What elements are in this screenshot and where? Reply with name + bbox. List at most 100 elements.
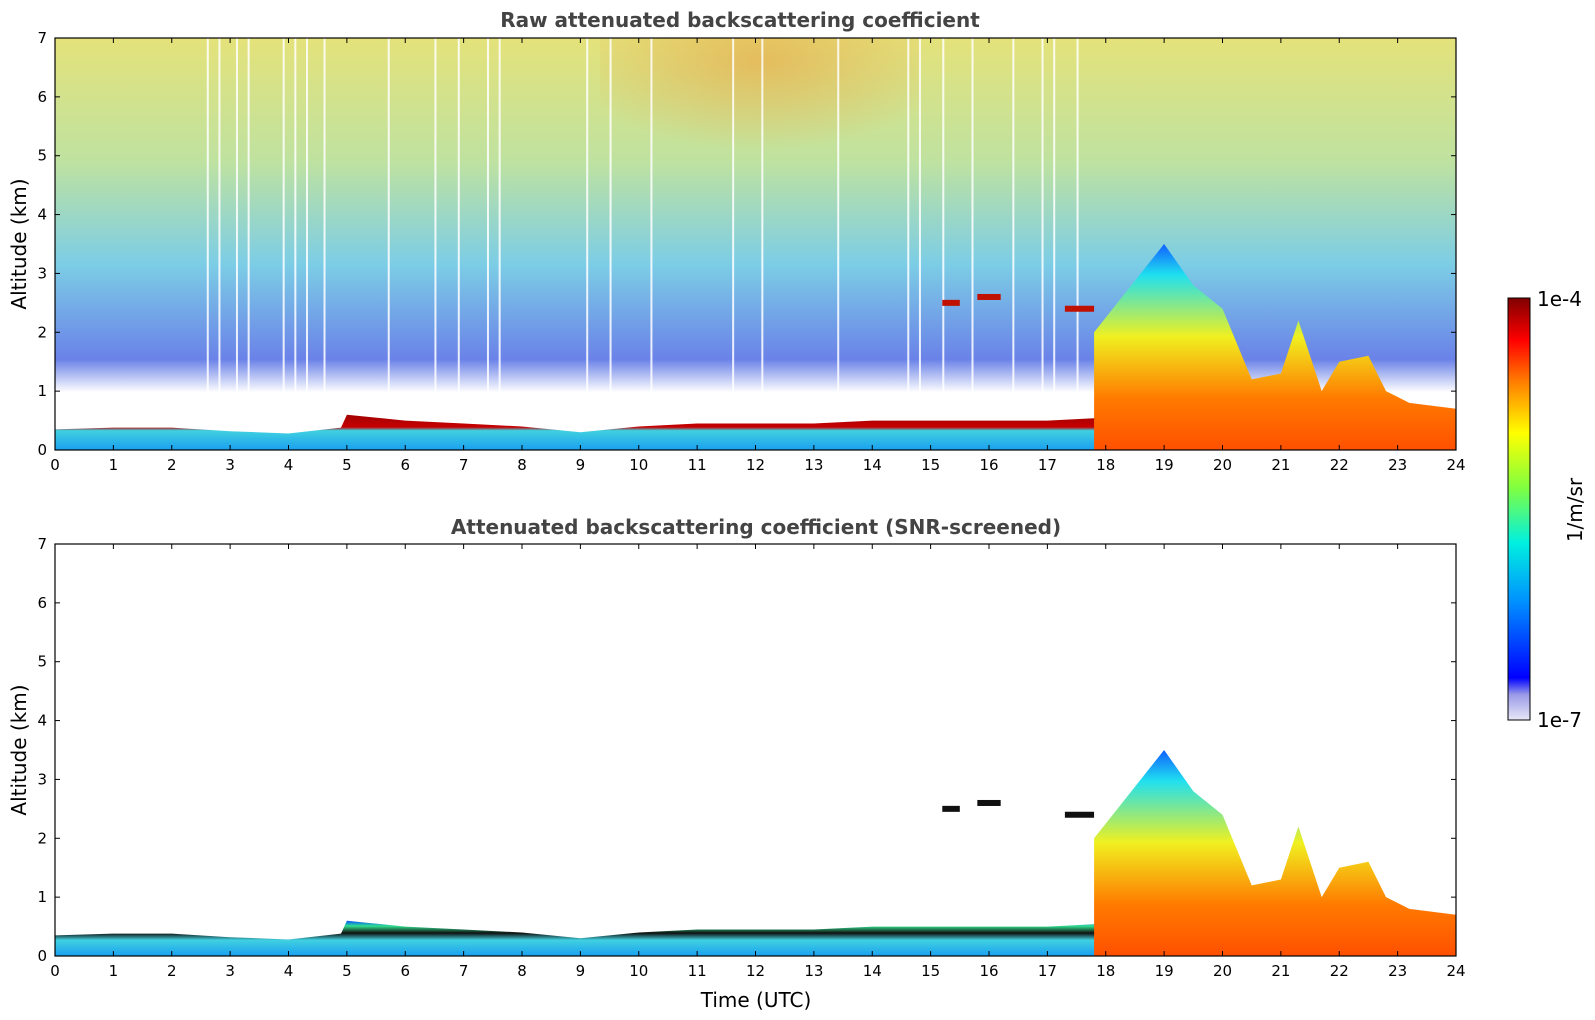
x-tick-label: 3 [225,962,235,980]
raw-backscatter-panel: Raw attenuated backscattering coefficien… [7,8,1466,474]
missing-data-stripes [206,38,1079,425]
missing-data-stripe [586,38,589,425]
aerosol-feature [1064,305,1095,312]
missing-data-stripe [942,38,945,425]
cloud-layer [1094,750,1456,956]
x-tick-label: 21 [1271,962,1290,980]
x-tick-label: 4 [284,456,294,474]
x-tick-label: 7 [459,456,469,474]
x-tick-label: 23 [1388,962,1407,980]
x-tick-label: 21 [1271,456,1290,474]
y-tick-label: 1 [37,888,47,906]
aerosol-features [942,293,1095,312]
x-tick-label: 9 [576,962,586,980]
y-tick-label: 4 [37,206,47,224]
x-tick-label: 15 [921,456,940,474]
x-tick-label: 22 [1330,962,1349,980]
y-tick-label: 2 [37,829,47,847]
raw-upper-noise [600,38,920,188]
missing-data-stripe [218,38,221,425]
missing-data-stripe [235,38,238,425]
missing-data-stripe [1076,38,1079,425]
x-tick-label: 18 [1096,962,1115,980]
aerosol-feature [942,805,960,812]
x-tick-label: 14 [863,456,882,474]
y-tick-label: 0 [37,947,47,965]
x-tick-label: 8 [517,962,527,980]
x-tick-label: 17 [1038,456,1057,474]
x-tick-label: 2 [167,456,177,474]
y-axis-label: Altitude (km) [7,178,31,309]
x-tick-label: 16 [979,962,998,980]
missing-data-stripe [837,38,840,425]
screened-heatmap [55,544,1456,956]
y-tick-label: 2 [37,323,47,341]
x-tick-label: 24 [1446,456,1465,474]
y-tick-label: 0 [37,441,47,459]
missing-data-stripe [918,38,921,425]
x-tick-label: 17 [1038,962,1057,980]
raw-heatmap [55,38,1456,450]
x-tick-label: 23 [1388,456,1407,474]
y-tick-label: 3 [37,770,47,788]
x-tick-label: 0 [50,962,60,980]
x-tick-label: 11 [688,962,707,980]
missing-data-stripe [486,38,489,425]
missing-data-stripe [434,38,437,425]
y-tick-label: 6 [37,88,47,106]
panel-title: Attenuated backscattering coefficient (S… [451,515,1061,539]
x-tick-label: 22 [1330,456,1349,474]
screened-backscatter-panel: Attenuated backscattering coefficient (S… [7,515,1466,1012]
colorbar-gradient [1507,297,1531,721]
panel-title: Raw attenuated backscattering coefficien… [500,8,980,32]
x-axis-ticks: 0 1 2 3 4 5 6 7 8 9 10 11 12 13 14 15 16 17 18 19 20 21 22 23 24 [50,38,1466,474]
colorbar-min-label: 1e-7 [1537,708,1582,732]
cloud-layer [1094,244,1456,450]
x-tick-label: 9 [576,456,586,474]
y-tick-label: 5 [37,653,47,671]
x-axis-label: Time (UTC) [700,988,812,1012]
missing-data-stripe [282,38,285,425]
x-tick-label: 24 [1446,962,1465,980]
y-tick-label: 7 [37,29,47,47]
x-tick-label: 12 [746,456,765,474]
boundary-layer [55,920,1246,956]
aerosol-features [942,799,1095,818]
missing-data-stripe [971,38,974,425]
x-tick-label: 13 [804,456,823,474]
x-tick-label: 5 [342,456,352,474]
aerosol-feature [977,293,1001,300]
x-tick-label: 6 [400,962,410,980]
missing-data-stripe [732,38,735,425]
x-tick-label: 20 [1213,962,1232,980]
missing-data-stripe [306,38,309,425]
y-axis-label: Altitude (km) [7,684,31,815]
missing-data-stripe [294,38,297,425]
x-tick-label: 10 [629,962,648,980]
x-tick-label: 6 [400,456,410,474]
x-axis-ticks: 0 1 2 3 4 5 6 7 8 9 10 11 12 13 14 15 16 17 18 19 20 21 22 23 24 [50,544,1466,980]
x-tick-label: 4 [284,962,294,980]
missing-data-stripe [609,38,612,425]
x-tick-label: 13 [804,962,823,980]
missing-data-stripe [387,38,390,425]
x-tick-label: 2 [167,962,177,980]
missing-data-stripe [761,38,764,425]
colorbar-max-label: 1e-4 [1537,287,1582,311]
aerosol-feature [1064,811,1095,818]
x-tick-label: 18 [1096,456,1115,474]
x-tick-label: 16 [979,456,998,474]
x-tick-label: 14 [863,962,882,980]
x-tick-label: 5 [342,962,352,980]
y-tick-label: 3 [37,264,47,282]
x-tick-label: 3 [225,456,235,474]
y-tick-label: 1 [37,382,47,400]
x-tick-label: 1 [109,962,119,980]
missing-data-stripe [1041,38,1044,425]
x-tick-label: 15 [921,962,940,980]
x-tick-label: 19 [1155,962,1174,980]
x-tick-label: 8 [517,456,527,474]
x-tick-label: 19 [1155,456,1174,474]
missing-data-stripe [1012,38,1015,425]
colorbar: 1e-4 1e-7 1/m/sr [1507,287,1587,732]
